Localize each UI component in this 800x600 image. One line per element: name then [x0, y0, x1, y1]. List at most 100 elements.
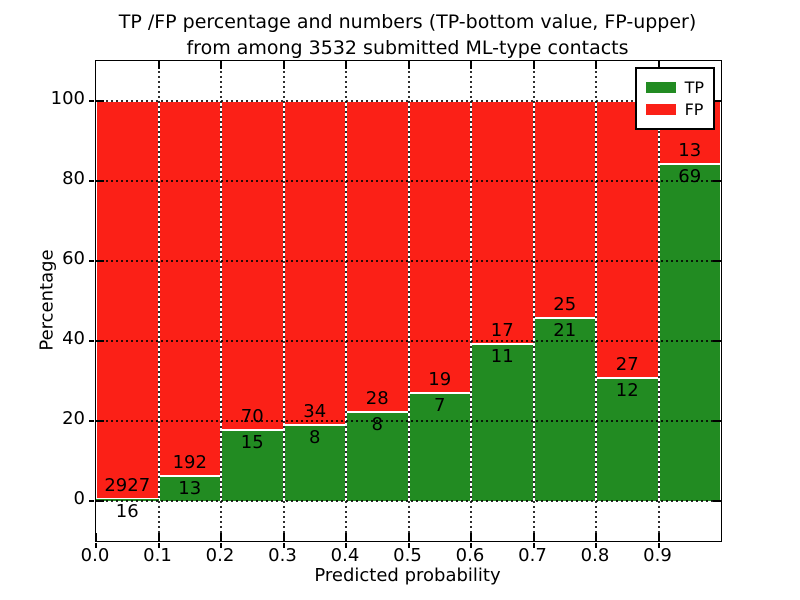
- x-tick-mark: [282, 61, 285, 69]
- tp-count-label: 12: [615, 379, 639, 401]
- x-tick-label: 0.5: [393, 545, 422, 566]
- fp-count-label: 70: [240, 406, 264, 428]
- y-tick-label: 60: [62, 248, 85, 269]
- x-tick-label: 0.7: [518, 545, 547, 566]
- x-tick-label: 0.6: [455, 545, 485, 566]
- y-tick-mark: [96, 100, 104, 102]
- fp-count-label: 28: [365, 388, 389, 410]
- tp-count-label: 8: [371, 414, 383, 436]
- chart-title-line1: TP /FP percentage and numbers (TP-bottom…: [118, 11, 697, 33]
- y-tick-mark: [89, 500, 94, 502]
- tp-legend-swatch: [645, 82, 676, 93]
- x-tick-mark: [157, 543, 160, 548]
- x-tick-mark: [407, 533, 410, 541]
- tp-count-label: 7: [434, 395, 446, 417]
- x-tick-mark: [157, 533, 160, 541]
- y-tick-mark: [96, 340, 104, 342]
- y-tick-mark: [96, 180, 104, 182]
- fp-bar-segment: [158, 101, 221, 476]
- x-tick-mark: [470, 533, 473, 541]
- x-tick-mark: [407, 543, 410, 548]
- fp-bar-segment: [533, 101, 596, 319]
- vertical-gridline: [407, 61, 410, 541]
- legend: TP FP: [634, 67, 715, 130]
- tp-count-label: 16: [115, 500, 139, 522]
- y-tick-label: 20: [62, 408, 85, 429]
- x-tick-mark: [407, 61, 410, 69]
- plot-area: TP FP 2927 16 192 13 70 15 34 8 28 8 19 7 17 11 25 21 27…: [89, 60, 722, 548]
- legend-item-tp: TP: [645, 78, 704, 97]
- fp-legend-label: FP: [684, 100, 704, 119]
- x-tick-mark: [532, 533, 535, 541]
- tp-count-label: 11: [490, 345, 514, 367]
- y-tick-mark: [713, 180, 721, 182]
- x-tick-mark: [95, 543, 98, 548]
- tp-count-label: 21: [553, 320, 577, 342]
- x-axis-label: Predicted probability: [314, 565, 501, 586]
- fp-count-label: 2927: [104, 474, 151, 496]
- fp-bar-segment: [221, 101, 284, 431]
- x-tick-mark: [470, 61, 473, 69]
- fp-bar-segment: [408, 101, 471, 394]
- tp-count-label: 13: [178, 477, 202, 499]
- x-tick-mark: [532, 543, 535, 548]
- vertical-gridline: [470, 61, 472, 541]
- x-tick-mark: [157, 61, 160, 69]
- fp-count-label: 13: [678, 140, 702, 162]
- y-tick-mark: [89, 180, 94, 182]
- vertical-gridline: [157, 61, 160, 541]
- tp-bar-segment: [471, 343, 534, 501]
- y-tick-mark: [89, 100, 94, 102]
- tp-bar-segment: [96, 498, 159, 501]
- x-tick-label: 0.0: [80, 545, 110, 566]
- y-tick-label: 0: [73, 488, 85, 509]
- x-tick-mark: [595, 543, 598, 548]
- chart-title-line2: from among 3532 submitted ML-type contac…: [186, 37, 629, 59]
- fp-count-label: 27: [615, 353, 639, 375]
- fp-count-label: 25: [553, 294, 577, 316]
- x-tick-mark: [345, 61, 348, 69]
- fp-bar-segment: [596, 101, 659, 378]
- x-tick-label: 0.2: [205, 545, 235, 566]
- fp-count-label: 17: [490, 319, 514, 341]
- x-tick-mark: [220, 543, 223, 548]
- x-tick-mark: [595, 533, 598, 541]
- tp-legend-label: TP: [684, 78, 704, 97]
- vertical-gridline: [657, 61, 660, 541]
- x-tick-label: 0.4: [330, 545, 360, 566]
- vertical-gridline: [595, 61, 597, 541]
- y-tick-mark: [96, 420, 104, 422]
- x-tick-mark: [282, 543, 285, 548]
- y-tick-mark: [89, 260, 94, 262]
- legend-item-fp: FP: [645, 100, 704, 119]
- x-tick-mark: [532, 61, 535, 69]
- fp-bar-segment: [96, 101, 159, 499]
- vertical-gridline: [345, 61, 347, 541]
- fp-count-label: 192: [172, 451, 207, 473]
- x-tick-mark: [345, 543, 348, 548]
- tp-bar-segment: [596, 377, 659, 501]
- fp-legend-swatch: [645, 104, 676, 115]
- vertical-gridline: [532, 61, 535, 541]
- x-tick-mark: [657, 61, 660, 69]
- y-tick-mark: [96, 260, 104, 262]
- y-tick-mark: [713, 100, 721, 102]
- fp-bar-segment: [283, 101, 346, 425]
- fp-count-label: 19: [428, 369, 452, 391]
- x-tick-label: 0.8: [580, 545, 610, 566]
- y-tick-label: 80: [62, 168, 85, 189]
- x-tick-mark: [345, 533, 348, 541]
- y-tick-mark: [96, 500, 104, 502]
- y-tick-mark: [89, 420, 94, 422]
- fp-count-label: 34: [303, 400, 327, 422]
- chart-title: TP /FP percentage and numbers (TP-bottom…: [95, 9, 720, 61]
- x-tick-mark: [595, 61, 598, 69]
- vertical-gridline: [220, 61, 222, 541]
- x-tick-mark: [220, 533, 223, 541]
- x-tick-label: 0.1: [143, 545, 172, 566]
- vertical-gridline: [282, 61, 285, 541]
- tp-count-label: 69: [678, 166, 702, 188]
- y-tick-label: 100: [50, 88, 85, 109]
- y-tick-mark: [713, 420, 721, 422]
